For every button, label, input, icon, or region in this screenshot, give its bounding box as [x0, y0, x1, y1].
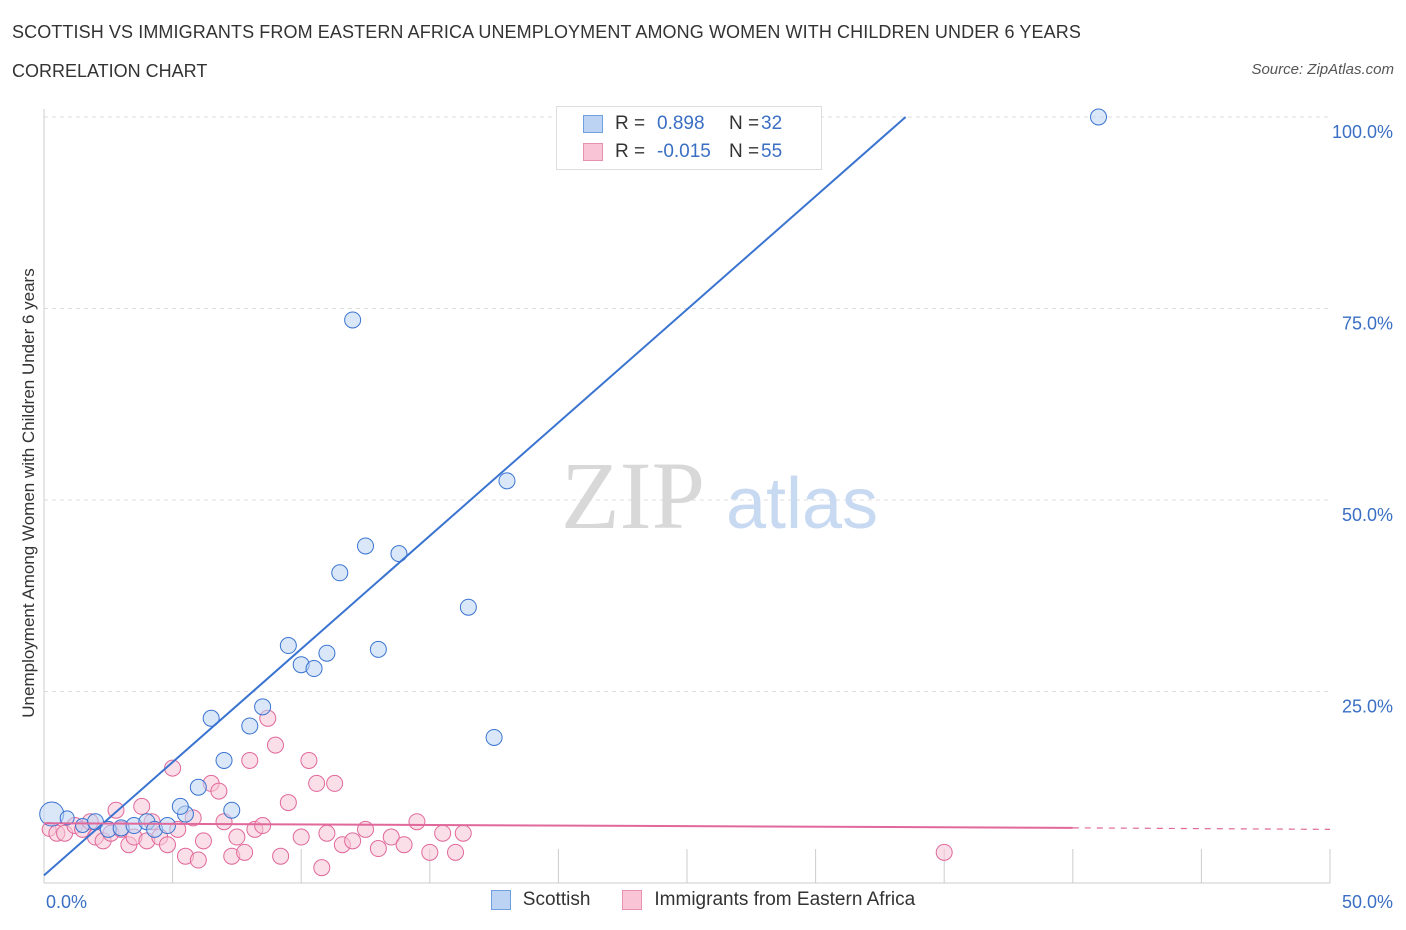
legend-swatch-eastern-africa — [622, 890, 643, 910]
point-eastern-africa — [326, 774, 344, 792]
point-eastern-africa — [158, 836, 176, 854]
point-scottish — [485, 728, 503, 746]
point-eastern-africa — [194, 832, 212, 850]
legend-label-eastern-africa: Immigrants from Eastern Africa — [654, 889, 916, 910]
point-scottish — [59, 810, 75, 826]
trend-line-scottish — [43, 116, 907, 877]
point-eastern-africa — [300, 751, 318, 769]
point-scottish — [459, 598, 477, 616]
point-eastern-africa — [308, 774, 326, 792]
point-scottish — [223, 801, 241, 819]
point-eastern-africa — [241, 751, 259, 769]
y-tick-label: 50.0% — [1342, 505, 1393, 525]
point-scottish — [357, 537, 374, 555]
legend-n-label: N = — [729, 141, 760, 162]
point-eastern-africa — [313, 859, 331, 877]
point-scottish — [215, 751, 233, 769]
series-eastern-africa-points — [41, 709, 953, 877]
legend-r-label: R = — [615, 113, 646, 134]
legend-item-eastern-africa[interactable]: Immigrants from Eastern Africa — [622, 889, 915, 911]
point-eastern-africa — [421, 843, 439, 861]
point-eastern-africa — [133, 797, 151, 815]
legend-n-label: N = — [729, 113, 760, 134]
point-eastern-africa — [395, 836, 413, 854]
legend-n-value-eastern-africa: 55 — [761, 141, 783, 162]
legend-label-scottish: Scottish — [522, 889, 591, 910]
point-eastern-africa — [935, 843, 953, 861]
point-eastern-africa — [434, 824, 452, 842]
point-scottish — [158, 817, 176, 835]
legend-row-eastern-africa: R = -0.015 N = 55 — [583, 140, 782, 164]
point-scottish — [171, 797, 189, 815]
point-eastern-africa — [236, 843, 254, 861]
watermark-zip: ZIP — [561, 442, 705, 549]
point-eastern-africa — [189, 851, 207, 869]
correlation-legend: R = 0.898 N = 32 R = -0.015 N = 55 — [556, 106, 822, 170]
point-eastern-africa — [210, 782, 228, 800]
point-eastern-africa — [279, 794, 297, 812]
legend-r-value-eastern-africa: -0.015 — [657, 141, 711, 162]
point-scottish — [189, 778, 207, 796]
point-scottish — [331, 564, 349, 582]
watermark: ZIP atlas — [561, 442, 878, 549]
point-eastern-africa — [254, 817, 272, 835]
legend-r-value-scottish: 0.898 — [657, 113, 705, 134]
legend-row-scottish: R = 0.898 N = 32 — [583, 112, 782, 136]
point-scottish — [369, 640, 387, 658]
trend-lines — [43, 116, 1331, 877]
legend-swatch-scottish — [490, 890, 511, 910]
legend-n-value-scottish: 32 — [761, 113, 783, 134]
y-tick-label: 75.0% — [1342, 314, 1393, 334]
point-eastern-africa — [454, 824, 472, 842]
legend-swatch-scottish — [583, 115, 603, 133]
point-scottish — [498, 472, 516, 490]
y-axis-label: Unemployment Among Women with Children U… — [19, 268, 38, 718]
point-eastern-africa — [369, 840, 387, 858]
point-scottish — [279, 637, 297, 655]
watermark-atlas: atlas — [726, 464, 878, 544]
series-legend: Scottish Immigrants from Eastern Africa — [0, 889, 1406, 911]
point-eastern-africa — [266, 736, 284, 754]
point-eastern-africa — [292, 828, 310, 846]
point-scottish — [202, 709, 220, 727]
legend-r-label: R = — [615, 141, 646, 162]
legend-swatch-eastern-africa — [583, 143, 603, 161]
y-tick-label: 25.0% — [1342, 697, 1393, 717]
x-tick-label: 0.0% — [46, 892, 87, 912]
point-scottish — [254, 698, 272, 716]
source-label: Source: ZipAtlas.com — [1251, 61, 1394, 78]
tick-labels: 25.0% 50.0% 75.0% 100.0% 0.0% 50.0% — [46, 122, 1393, 912]
point-eastern-africa — [447, 843, 465, 861]
point-scottish — [344, 311, 362, 329]
point-scottish — [1090, 108, 1108, 126]
point-eastern-africa — [272, 847, 290, 865]
y-tick-label: 100.0% — [1332, 122, 1393, 142]
trend-line-eastern-africa-extension — [1072, 827, 1331, 830]
point-eastern-africa — [318, 824, 336, 842]
x-tick-label: 50.0% — [1342, 892, 1393, 912]
chart-subtitle: CORRELATION CHART — [12, 61, 208, 81]
point-eastern-africa — [228, 828, 246, 846]
point-eastern-africa — [382, 828, 400, 846]
point-eastern-africa — [408, 813, 426, 831]
point-eastern-africa — [344, 832, 362, 850]
legend-item-scottish[interactable]: Scottish — [490, 889, 591, 911]
chart-title: SCOTTISH VS IMMIGRANTS FROM EASTERN AFRI… — [12, 22, 1081, 42]
point-scottish — [318, 644, 336, 662]
point-scottish — [241, 717, 259, 735]
point-scottish — [305, 660, 323, 678]
trend-line-eastern-africa — [43, 822, 1073, 829]
gridlines — [44, 116, 1330, 692]
